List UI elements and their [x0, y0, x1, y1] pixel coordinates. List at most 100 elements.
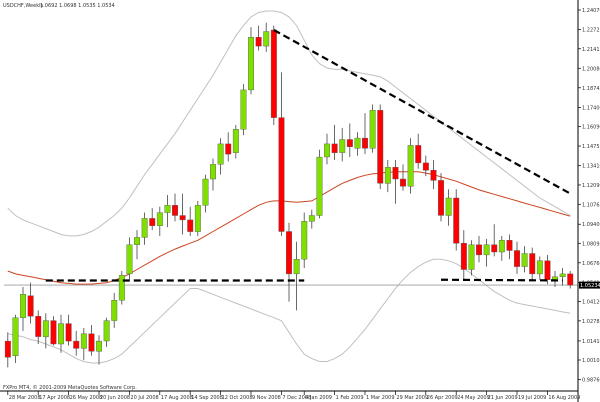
candle	[460, 230, 467, 280]
candle-body	[324, 143, 330, 158]
candle	[316, 149, 323, 219]
candle-body	[134, 237, 141, 245]
candle-body	[392, 167, 399, 180]
candle-body	[65, 323, 72, 342]
candle-body	[210, 164, 217, 180]
candle	[415, 133, 422, 169]
candle	[270, 25, 277, 125]
candle	[103, 317, 110, 347]
candle-body	[118, 275, 125, 301]
candle	[369, 104, 376, 153]
candle	[149, 208, 156, 231]
x-tick-label: 17 Aug 2008	[161, 395, 193, 401]
candle	[324, 133, 330, 165]
x-tick-label: 9 Nov 2008	[252, 395, 281, 401]
candle	[521, 246, 528, 273]
candles	[4, 22, 574, 368]
candle-body	[491, 244, 498, 253]
trendline	[273, 29, 571, 195]
y-tick-label: 1.09400	[582, 222, 600, 228]
candle-body	[430, 169, 437, 181]
candle-body	[172, 205, 179, 216]
candle	[225, 132, 232, 162]
candle-body	[529, 253, 536, 275]
candle-body	[248, 37, 255, 91]
candle	[126, 237, 133, 280]
candle	[354, 132, 361, 156]
copyright-text: FXPro MT4, © 2001-2009 MetaQuotes Softwa…	[3, 384, 137, 391]
x-tick-label: 17 Apr 2008	[39, 395, 70, 401]
candle-body	[73, 340, 80, 349]
candle	[308, 209, 315, 229]
last-price-tag	[579, 281, 600, 289]
lower-band-line	[7, 258, 571, 364]
candle-body	[88, 333, 95, 352]
candle	[362, 113, 368, 155]
candle-body	[415, 145, 422, 164]
candle-body	[384, 167, 391, 184]
candle-body	[483, 244, 490, 256]
candle-body	[103, 320, 110, 342]
candle	[35, 310, 42, 344]
candle	[73, 330, 80, 356]
ma-line	[7, 171, 571, 285]
candle-body	[225, 143, 232, 155]
y-tick-label: 0.98760	[582, 378, 600, 384]
x-tick-label: 12 Oct 2008	[222, 395, 253, 401]
x-tick-label: 29 Mar 2009	[396, 395, 428, 401]
candle-body	[42, 320, 49, 337]
candle	[331, 124, 338, 160]
candle-body	[179, 215, 186, 221]
y-tick-label: 1.16090	[582, 125, 600, 131]
candle-body	[187, 219, 194, 232]
candle	[65, 314, 72, 346]
candle	[476, 235, 482, 263]
candle	[453, 189, 460, 251]
x-tick-label: 21 Jun 2009	[488, 395, 518, 401]
candle-body	[567, 273, 574, 286]
chart-symbol: USDCHF,Weekly	[3, 3, 43, 9]
candle-body	[339, 139, 346, 153]
candle	[278, 72, 285, 236]
candle	[111, 292, 118, 328]
x-tick-label: 1 Mar 2009	[366, 395, 395, 401]
candle	[377, 104, 384, 190]
candle-body	[217, 143, 224, 165]
candle	[384, 159, 391, 193]
y-tick-label: 1.02785	[582, 319, 600, 325]
candle	[194, 200, 201, 236]
candle-body	[544, 260, 551, 280]
candle	[567, 270, 574, 289]
candle	[240, 84, 247, 136]
candle	[118, 270, 125, 305]
candle	[263, 22, 270, 52]
candle-body	[407, 145, 414, 187]
y-axis: 1.24070 1.22725 1.21415 1.20080 1.18745 1.174…	[578, 8, 600, 384]
candle-body	[149, 218, 156, 226]
x-tick-label: 16 Aug 2009	[548, 395, 580, 401]
candle	[438, 173, 444, 222]
candle	[301, 212, 308, 269]
y-tick-label: 1.17400	[582, 105, 600, 111]
trendline	[440, 278, 563, 282]
candle-body	[164, 205, 171, 213]
candle-body	[468, 244, 475, 270]
y-tick-label: 1.08095	[582, 241, 600, 247]
candle-body	[331, 143, 338, 153]
candle-body	[278, 117, 285, 232]
candle	[217, 138, 224, 175]
y-tick-label: 1.20080	[582, 66, 600, 72]
candle-body	[126, 244, 133, 275]
candle-body	[422, 162, 429, 171]
candle	[544, 254, 551, 285]
candle-body	[232, 129, 239, 153]
candle-body	[460, 242, 467, 270]
candle-body	[506, 240, 513, 251]
x-tick-label: 14 Sep 2008	[191, 395, 223, 401]
candle-body	[308, 215, 315, 222]
x-tick-label: 20 Jun 2008	[100, 395, 130, 401]
candle-body	[80, 333, 87, 349]
y-tick-label: 1.24070	[582, 8, 600, 14]
